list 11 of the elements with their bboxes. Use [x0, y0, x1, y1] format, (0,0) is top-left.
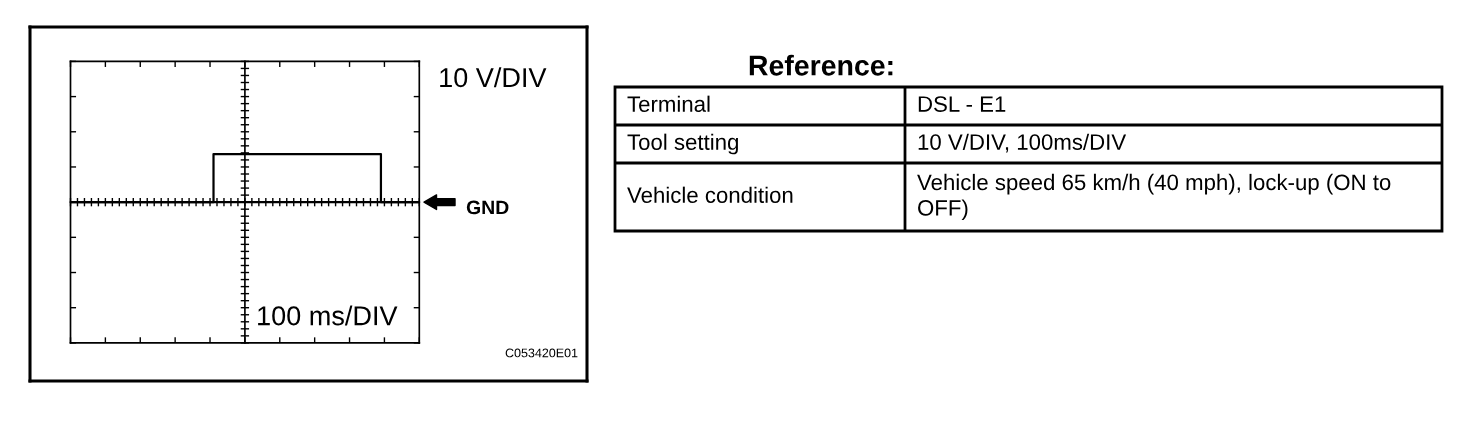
text: DSL - E1: [918, 96, 1006, 112]
text: C053420E01: [505, 348, 578, 358]
text: Vehicle condition: [627, 186, 793, 203]
text: Reference:: [749, 54, 893, 76]
ref-line-label: GND: [466, 200, 509, 215]
text: Tool setting: [627, 133, 738, 155]
text: 10 V/DIV, 100ms/DIV: [918, 133, 1127, 153]
y-axis-title: 10 V/DIV: [440, 67, 547, 88]
text: Vehicle speed 65 km/h (40 mph), lock-up (ON to OFF): [917, 173, 1391, 221]
x-axis-title: 100 ms/DIV: [258, 305, 398, 326]
text: Terminal: [627, 95, 710, 112]
